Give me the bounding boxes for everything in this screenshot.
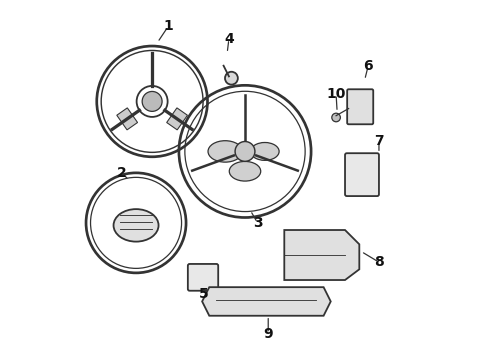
Text: 7: 7 bbox=[374, 134, 384, 148]
Ellipse shape bbox=[250, 143, 279, 160]
Circle shape bbox=[225, 72, 238, 85]
Bar bbox=[117, 108, 138, 130]
Text: 3: 3 bbox=[253, 216, 262, 230]
Polygon shape bbox=[202, 287, 331, 316]
Ellipse shape bbox=[229, 161, 261, 181]
Bar bbox=[167, 108, 188, 130]
Circle shape bbox=[142, 91, 162, 111]
Text: 10: 10 bbox=[326, 87, 346, 101]
Text: 9: 9 bbox=[264, 327, 273, 341]
Ellipse shape bbox=[208, 141, 243, 162]
Ellipse shape bbox=[114, 209, 159, 242]
Text: 8: 8 bbox=[374, 255, 384, 269]
Polygon shape bbox=[284, 230, 359, 280]
Circle shape bbox=[235, 141, 255, 161]
Text: 1: 1 bbox=[163, 19, 173, 33]
FancyBboxPatch shape bbox=[188, 264, 218, 291]
FancyBboxPatch shape bbox=[347, 89, 373, 124]
Text: 5: 5 bbox=[199, 287, 209, 301]
Text: 4: 4 bbox=[224, 32, 234, 46]
Text: 2: 2 bbox=[117, 166, 126, 180]
Circle shape bbox=[332, 113, 341, 122]
Text: 6: 6 bbox=[364, 59, 373, 73]
FancyBboxPatch shape bbox=[345, 153, 379, 196]
